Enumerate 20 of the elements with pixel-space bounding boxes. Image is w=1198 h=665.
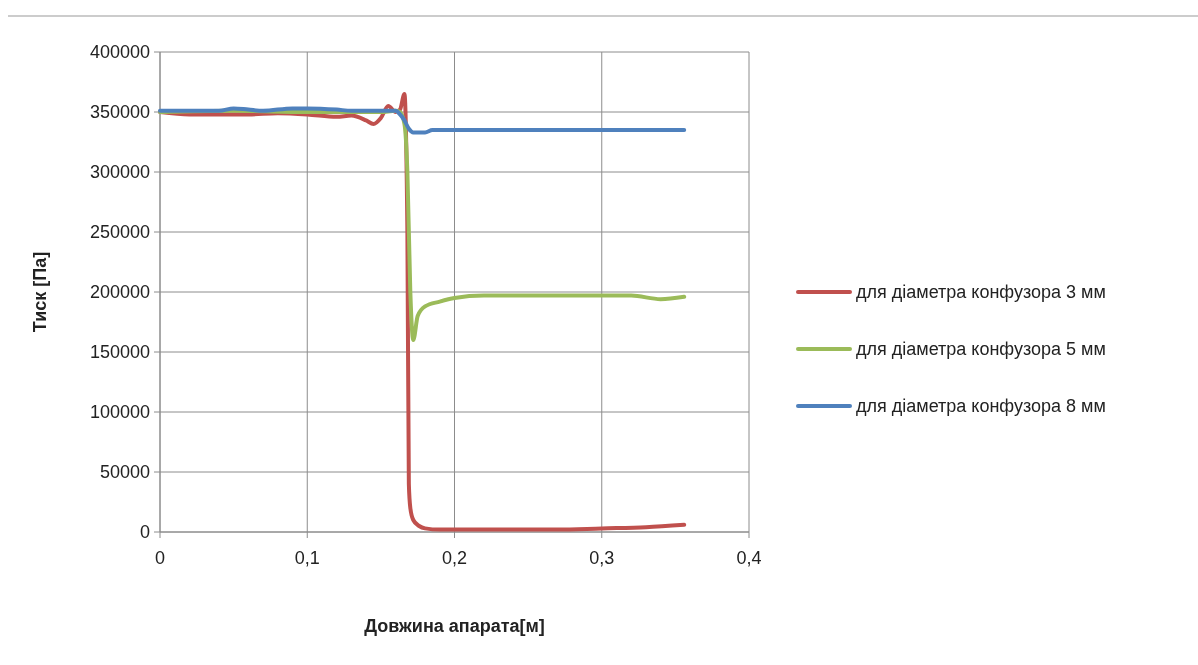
y-tick-label: 200000	[89, 282, 150, 303]
y-tick-label: 0	[139, 522, 150, 543]
y-tick-label: 100000	[89, 402, 150, 423]
x-tick-label: 0,2	[441, 548, 468, 568]
x-tick-label: 0,1	[294, 548, 320, 568]
x-tick-label: 0,4	[736, 548, 762, 568]
x-tick-label: 0,3	[589, 548, 615, 568]
line-series	[158, 106, 687, 135]
y-tick-label: 350000	[89, 102, 150, 123]
x-axis-title: Довжина апарата[м]	[364, 616, 545, 636]
y-axis-title: Тиск [Па]	[30, 251, 50, 333]
y-tick-label: 50000	[99, 462, 150, 483]
x-tick-label: 0	[154, 548, 166, 568]
legend-label: для діаметра конфузора 8 мм	[856, 396, 1106, 417]
y-tick-label: 300000	[89, 162, 150, 183]
legend-label: для діаметра конфузора 3 мм	[856, 282, 1106, 303]
legend-label: для діаметра конфузора 5 мм	[856, 339, 1106, 360]
y-tick-label: 250000	[89, 222, 150, 243]
y-tick-label: 400000	[89, 42, 150, 63]
y-tick-label: 150000	[89, 342, 150, 363]
